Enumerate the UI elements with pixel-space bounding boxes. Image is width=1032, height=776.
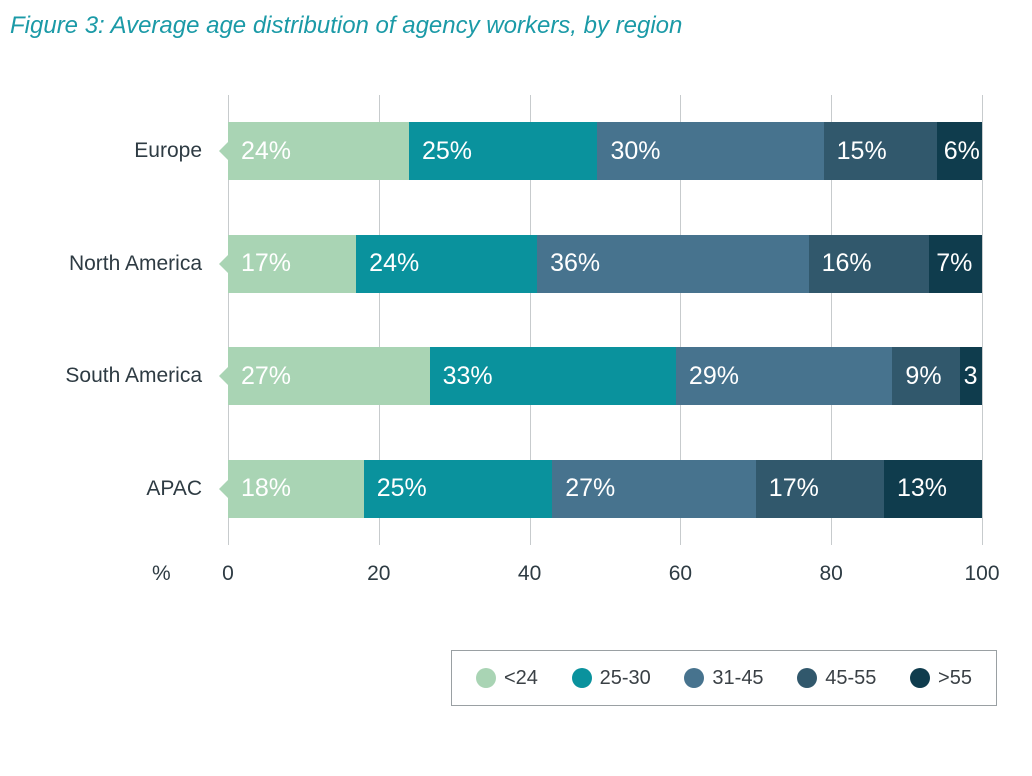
bar-row: Europe 24% 25% 30% 15% 6% [134, 95, 982, 208]
legend-swatch [797, 668, 818, 688]
bar-segment: 17% [228, 234, 357, 293]
bar-segment: 30% [597, 122, 824, 181]
x-tick-label: 40 [517, 562, 542, 585]
segment-label: 15% [836, 136, 887, 165]
segment-label: 24% [369, 249, 420, 278]
bar-segment: 15% [823, 122, 937, 181]
region-label: Europe [134, 139, 202, 163]
legend-label: 31-45 [712, 666, 764, 689]
bar-track: 24% 25% 30% 15% 6% [219, 122, 982, 181]
legend-label: >55 [938, 666, 972, 689]
legend-item: 25-30 [571, 666, 651, 690]
gridline [831, 95, 833, 545]
bar-segment: 7% [929, 234, 982, 293]
bar-track: 27% 33% 29% 9% 3 [219, 347, 982, 406]
bar-row: South America 27% 33% 29% 9% 3 [65, 320, 982, 433]
region-label: APAC [146, 476, 202, 500]
region-label: South America [65, 364, 202, 388]
segment-label: 27% [241, 361, 292, 390]
segment-label: 13% [896, 474, 948, 503]
gridline [228, 95, 229, 545]
bar-segment: 25% [408, 122, 598, 181]
bar-segment: 36% [537, 234, 809, 293]
bar-track: 17% 24% 36% 16% 7% [219, 234, 982, 293]
bar-segment: 9% [892, 347, 960, 406]
segment-label: 16% [821, 249, 872, 278]
x-tick-label: 80 [819, 562, 843, 585]
bar-rows: Europe 24% 25% 30% 15% 6% North America 17% 24% 3… [65, 95, 982, 546]
gridline [378, 95, 380, 545]
segment-label: 36% [550, 249, 601, 278]
bar-segment: 18% [228, 459, 364, 518]
bar-segment: 25% [363, 459, 553, 518]
bar-segment: 3 [959, 347, 982, 406]
gridline [982, 95, 983, 545]
legend-label: <24 [504, 666, 538, 689]
legend-item: 45-55 [797, 667, 876, 690]
segment-label: 25% [376, 474, 427, 503]
x-axis: % 0 20 40 60 80 100 [152, 562, 1000, 592]
segment-label: 33% [442, 361, 493, 390]
bar-segment: 29% [675, 347, 893, 406]
legend-label: 25-30 [599, 666, 651, 689]
legend: <24 25-30 31-45 45-55 >55 [451, 650, 997, 706]
region-label: North America [68, 251, 202, 275]
bar-segment: 27% [228, 347, 430, 406]
x-tick-label: 20 [367, 562, 391, 585]
segment-label: 24% [241, 136, 292, 165]
legend-label: 45-55 [825, 666, 877, 689]
x-tick-label: 100 [964, 562, 1000, 585]
legend-swatch [476, 668, 496, 688]
x-axis-unit-label: % [152, 562, 171, 585]
segment-label: 7% [936, 249, 973, 278]
figure-title: Figure 3: Average age distribution of ag… [10, 12, 683, 39]
bar-arrow [219, 479, 228, 498]
x-tick-label: 60 [668, 562, 693, 585]
segment-label: 9% [905, 361, 942, 390]
legend-item: 31-45 [684, 666, 764, 690]
bar-segment: 13% [883, 459, 982, 518]
segment-label: 30% [610, 136, 661, 165]
segment-label: 25% [421, 136, 472, 165]
segment-label: 6% [943, 136, 980, 165]
legend-swatch [684, 668, 705, 688]
bar-segment: 24% [356, 234, 538, 293]
bar-segment: 17% [755, 459, 884, 518]
segment-label: 3 [963, 361, 978, 390]
segment-label: 17% [241, 249, 292, 278]
bar-row: APAC 18% 25% 27% 17% 13% [146, 433, 982, 546]
bar-arrow [219, 254, 228, 273]
gridline [680, 95, 682, 545]
legend-item: <24 [476, 667, 538, 690]
x-tick-label: 0 [222, 562, 234, 585]
legend-item: >55 [910, 667, 972, 690]
bar-arrow [219, 367, 228, 386]
gridline [529, 95, 531, 545]
bar-arrow [219, 142, 228, 161]
bar-segment: 27% [552, 459, 756, 518]
segment-label: 18% [241, 474, 292, 503]
legend-swatch [910, 668, 931, 688]
bar-row: North America 17% 24% 36% 16% 7% [69, 208, 982, 321]
bar-segment: 16% [808, 234, 930, 293]
segment-label: 29% [688, 361, 739, 390]
segment-label: 27% [565, 474, 616, 503]
segment-label: 17% [768, 474, 819, 503]
bar-segment: 6% [936, 122, 982, 181]
bar-segment: 33% [429, 347, 676, 406]
plot-area: Europe 24% 25% 30% 15% 6% North America 17% 24% 3… [65, 95, 983, 546]
bar-segment: 24% [228, 122, 409, 181]
legend-swatch [571, 668, 592, 688]
bar-track: 18% 25% 27% 17% 13% [219, 459, 982, 518]
